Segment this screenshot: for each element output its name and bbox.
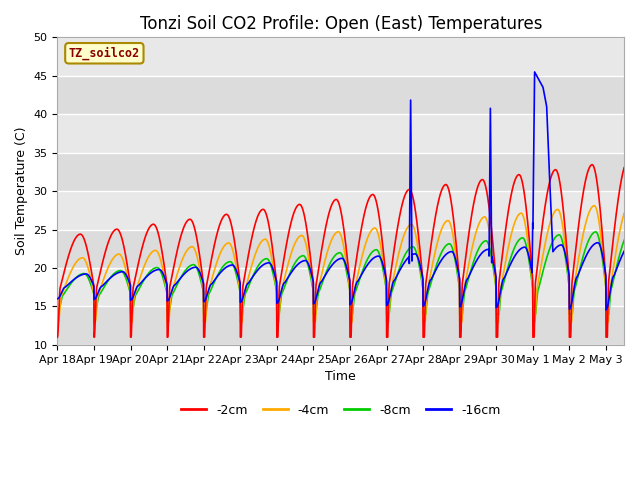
Y-axis label: Soil Temperature (C): Soil Temperature (C) bbox=[15, 127, 28, 255]
Bar bbox=[58, 268, 624, 306]
Bar bbox=[58, 306, 624, 345]
Bar bbox=[58, 191, 624, 229]
Text: TZ_soilco2: TZ_soilco2 bbox=[68, 47, 140, 60]
Bar bbox=[58, 229, 624, 268]
Title: Tonzi Soil CO2 Profile: Open (East) Temperatures: Tonzi Soil CO2 Profile: Open (East) Temp… bbox=[140, 15, 542, 33]
Bar bbox=[58, 37, 624, 76]
Bar bbox=[58, 153, 624, 191]
Legend: -2cm, -4cm, -8cm, -16cm: -2cm, -4cm, -8cm, -16cm bbox=[176, 399, 506, 422]
X-axis label: Time: Time bbox=[325, 370, 356, 383]
Bar bbox=[58, 76, 624, 114]
Bar bbox=[58, 114, 624, 153]
